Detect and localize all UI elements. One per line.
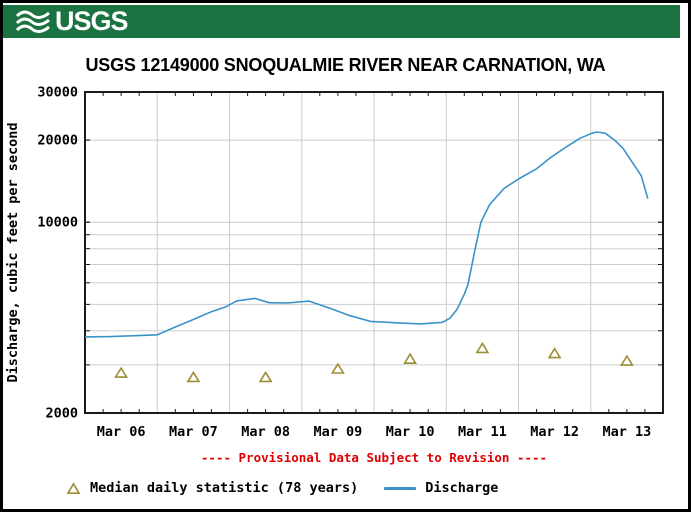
x-tick-label: Mar 08 xyxy=(241,424,290,440)
x-tick-label: Mar 09 xyxy=(314,424,363,440)
median-marker xyxy=(403,352,418,364)
usgs-logo-text: USGS xyxy=(55,6,129,36)
median-marker xyxy=(186,370,201,383)
x-tick-label: Mar 11 xyxy=(458,424,507,440)
usgs-header-bar: USGS xyxy=(3,5,680,38)
discharge-line-icon xyxy=(384,486,417,490)
x-tick-label: Mar 12 xyxy=(530,424,579,440)
median-triangle-icon xyxy=(66,481,81,494)
median-marker xyxy=(114,366,129,378)
x-tick-label: Mar 07 xyxy=(169,424,218,440)
y-tick-label: 20000 xyxy=(37,133,78,149)
usgs-waves-icon xyxy=(15,10,50,33)
median-marker xyxy=(258,370,273,383)
legend: Median daily statistic (78 years) Discha… xyxy=(66,480,498,496)
x-tick-label: Mar 06 xyxy=(97,424,146,440)
median-marker xyxy=(475,341,490,354)
median-marker xyxy=(547,347,562,359)
usgs-logo: USGS xyxy=(15,6,129,36)
y-axis-title: Discharge, cubic feet per second xyxy=(5,122,21,382)
x-tick-label: Mar 10 xyxy=(386,424,435,440)
chart-title: USGS 12149000 SNOQUALMIE RIVER NEAR CARN… xyxy=(85,55,606,75)
legend-median-label: Median daily statistic (78 years) xyxy=(90,480,359,496)
provisional-note: ---- Provisional Data Subject to Revisio… xyxy=(200,450,548,465)
discharge-line xyxy=(84,131,649,338)
y-tick-label: 30000 xyxy=(37,85,78,101)
y-tick-label: 10000 xyxy=(37,215,78,231)
legend-discharge-label: Discharge xyxy=(425,480,499,496)
x-tick-label: Mar 13 xyxy=(603,424,652,440)
y-tick-label: 2000 xyxy=(45,406,78,422)
median-marker xyxy=(619,354,634,366)
median-marker xyxy=(330,362,345,374)
plot-frame xyxy=(84,91,664,414)
